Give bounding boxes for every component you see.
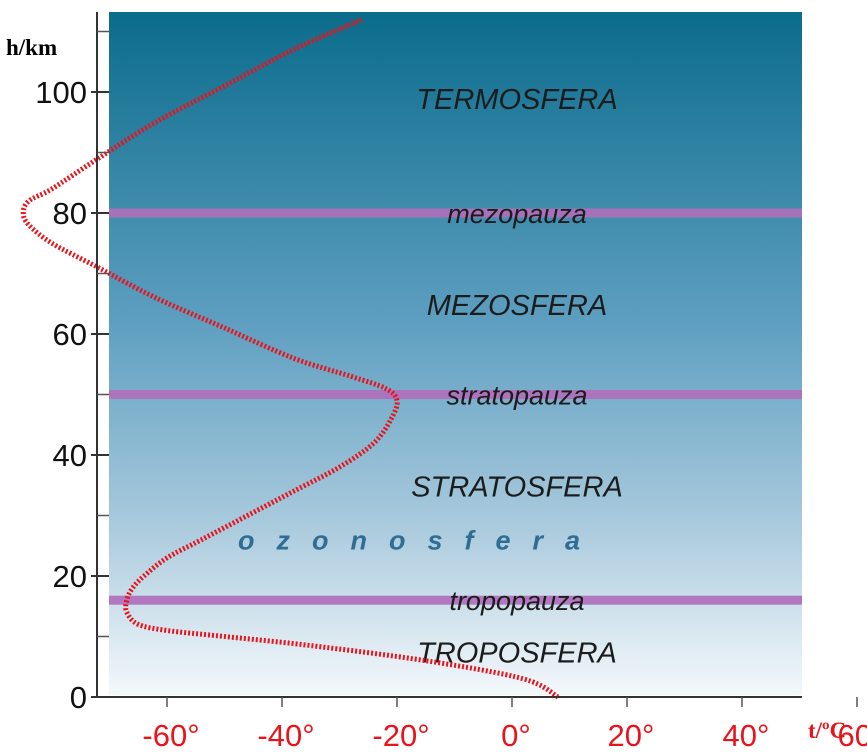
x-axis-title: t/ºC [808,718,846,743]
boundary-label-stratopauza: stratopauza [446,381,587,411]
layer-label-stratosfera: STRATOSFERA [411,471,623,503]
boundary-label-tropopauza: tropopauza [449,586,584,616]
y-tick-label: 80 [53,196,87,231]
y-tick-label: 100 [35,75,87,110]
layer-label-termosfera: TERMOSFERA [416,84,617,116]
boundary-line-stratopauza [109,390,802,399]
y-tick-label: 0 [70,680,87,715]
boundary-line-mezopauza [109,208,802,218]
x-tick-label: -60° [142,718,199,753]
temperature-curve [20,17,560,700]
boundary-line-tropopauza [109,595,802,605]
x-tick-label: 20° [608,718,655,753]
y-axis-title: h/km [6,35,57,60]
plot-background [109,12,802,695]
y-tick-label: 20 [53,559,87,594]
x-tick-label: 0° [501,718,531,753]
ozonosphere-label: ozonosfera [238,526,602,556]
x-tick-label: -40° [257,718,314,753]
boundary-lines: mezopauza stratopauza tropopauza [109,199,802,616]
x-tick-label: 60° [838,718,867,753]
x-tick-label: -20° [372,718,429,753]
y-tick-label: 60 [53,317,87,352]
y-tick-label: 40 [53,438,87,473]
x-tick-label: 40° [723,718,770,753]
layer-label-mezosfera: MEZOSFERA [427,290,607,322]
boundary-label-mezopauza: mezopauza [447,199,587,229]
axes: 0 20 40 60 80 100 -60° -40° -20° 0° 20° 40° 60° [35,12,867,753]
